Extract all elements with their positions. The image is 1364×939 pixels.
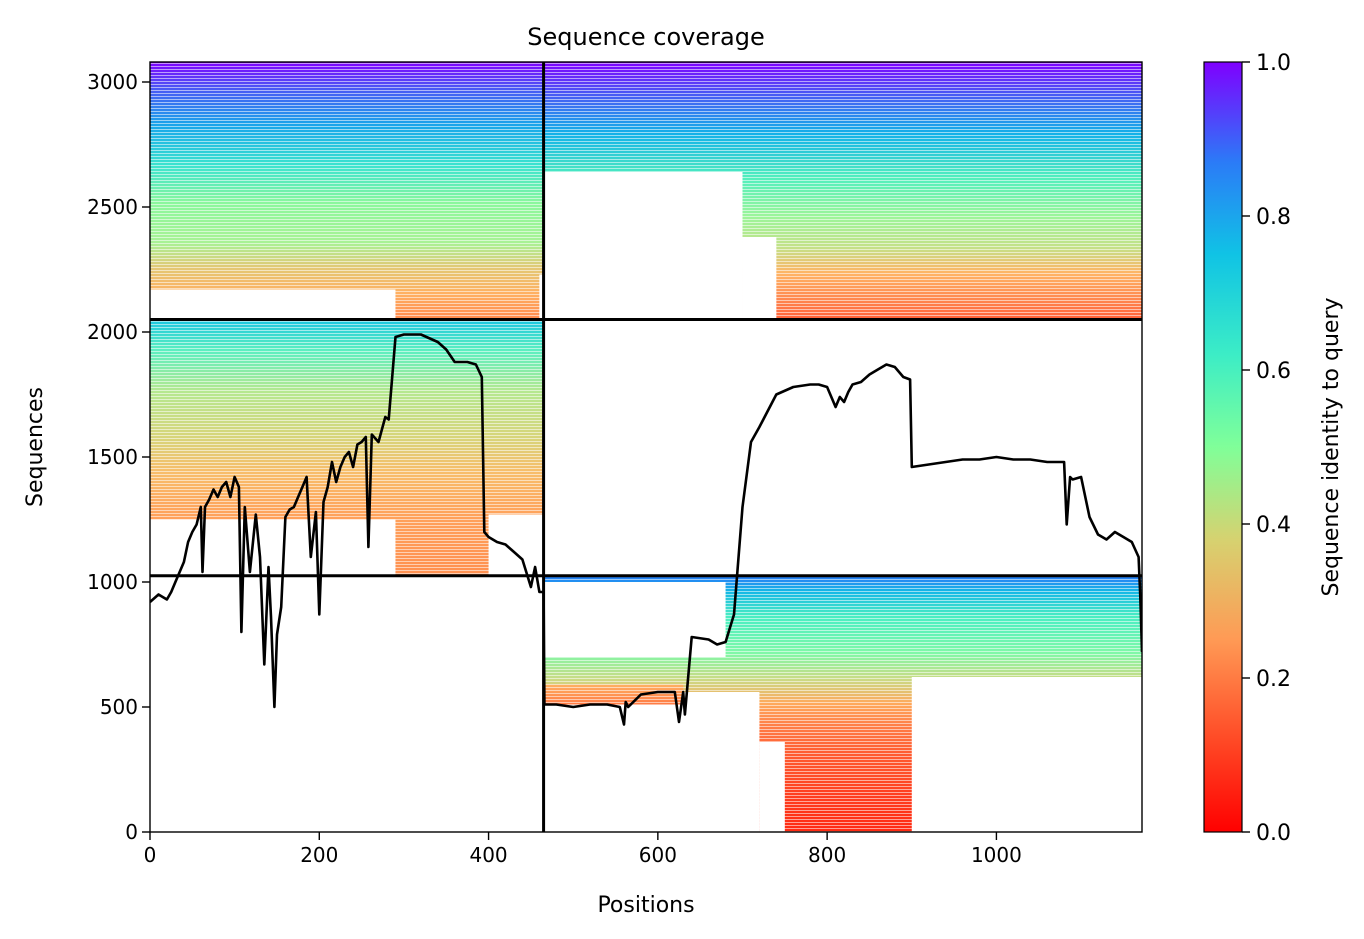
y-tick-label: 1500 [87, 445, 138, 469]
colorbar-ticks: 0.0 0.2 0.4 0.6 0.8 1.0 [1242, 51, 1291, 846]
x-tick-label: 1000 [971, 843, 1022, 867]
chart-title: Sequence coverage [527, 23, 764, 51]
plot-frame [149, 61, 1143, 833]
heatmap-blocks [150, 62, 1142, 832]
y-tick-label: 2000 [87, 320, 138, 344]
y-tick-label: 500 [100, 695, 138, 719]
y-tick-label: 3000 [87, 70, 138, 94]
x-tick-label: 800 [808, 843, 846, 867]
colorbar: 0.0 0.2 0.4 0.6 0.8 1.0 Sequence identity to … [1203, 51, 1344, 846]
colorbar-label: Sequence identity to query [1319, 297, 1344, 596]
colorbar-tick-label: 0.8 [1256, 205, 1291, 230]
y-tick-label: 2500 [87, 195, 138, 219]
colorbar-tick-label: 1.0 [1256, 51, 1291, 76]
plot-area [150, 62, 1142, 832]
y-tick-label: 0 [125, 820, 138, 844]
x-tick-label: 0 [144, 843, 157, 867]
colorbar-tick-label: 0.2 [1256, 667, 1291, 692]
row-texture [150, 62, 1142, 832]
x-tick-label: 600 [639, 843, 677, 867]
colorbar-gradient [1203, 61, 1243, 833]
x-tick-label: 400 [469, 843, 507, 867]
colorbar-tick-label: 0.4 [1256, 513, 1291, 538]
coverage-line [150, 333, 1142, 726]
y-axis-ticks: 0 500 1000 1500 2000 2500 3000 [87, 70, 150, 844]
x-tick-label: 200 [300, 843, 338, 867]
colorbar-tick-label: 0.6 [1256, 359, 1291, 384]
block-dividers [150, 62, 1142, 832]
y-axis-label: Sequences [23, 387, 48, 507]
x-axis-ticks: 0 200 400 600 800 1000 [144, 832, 1022, 867]
x-axis-label: Positions [597, 893, 694, 918]
y-tick-label: 1000 [87, 570, 138, 594]
colorbar-tick-label: 0.0 [1256, 821, 1291, 846]
